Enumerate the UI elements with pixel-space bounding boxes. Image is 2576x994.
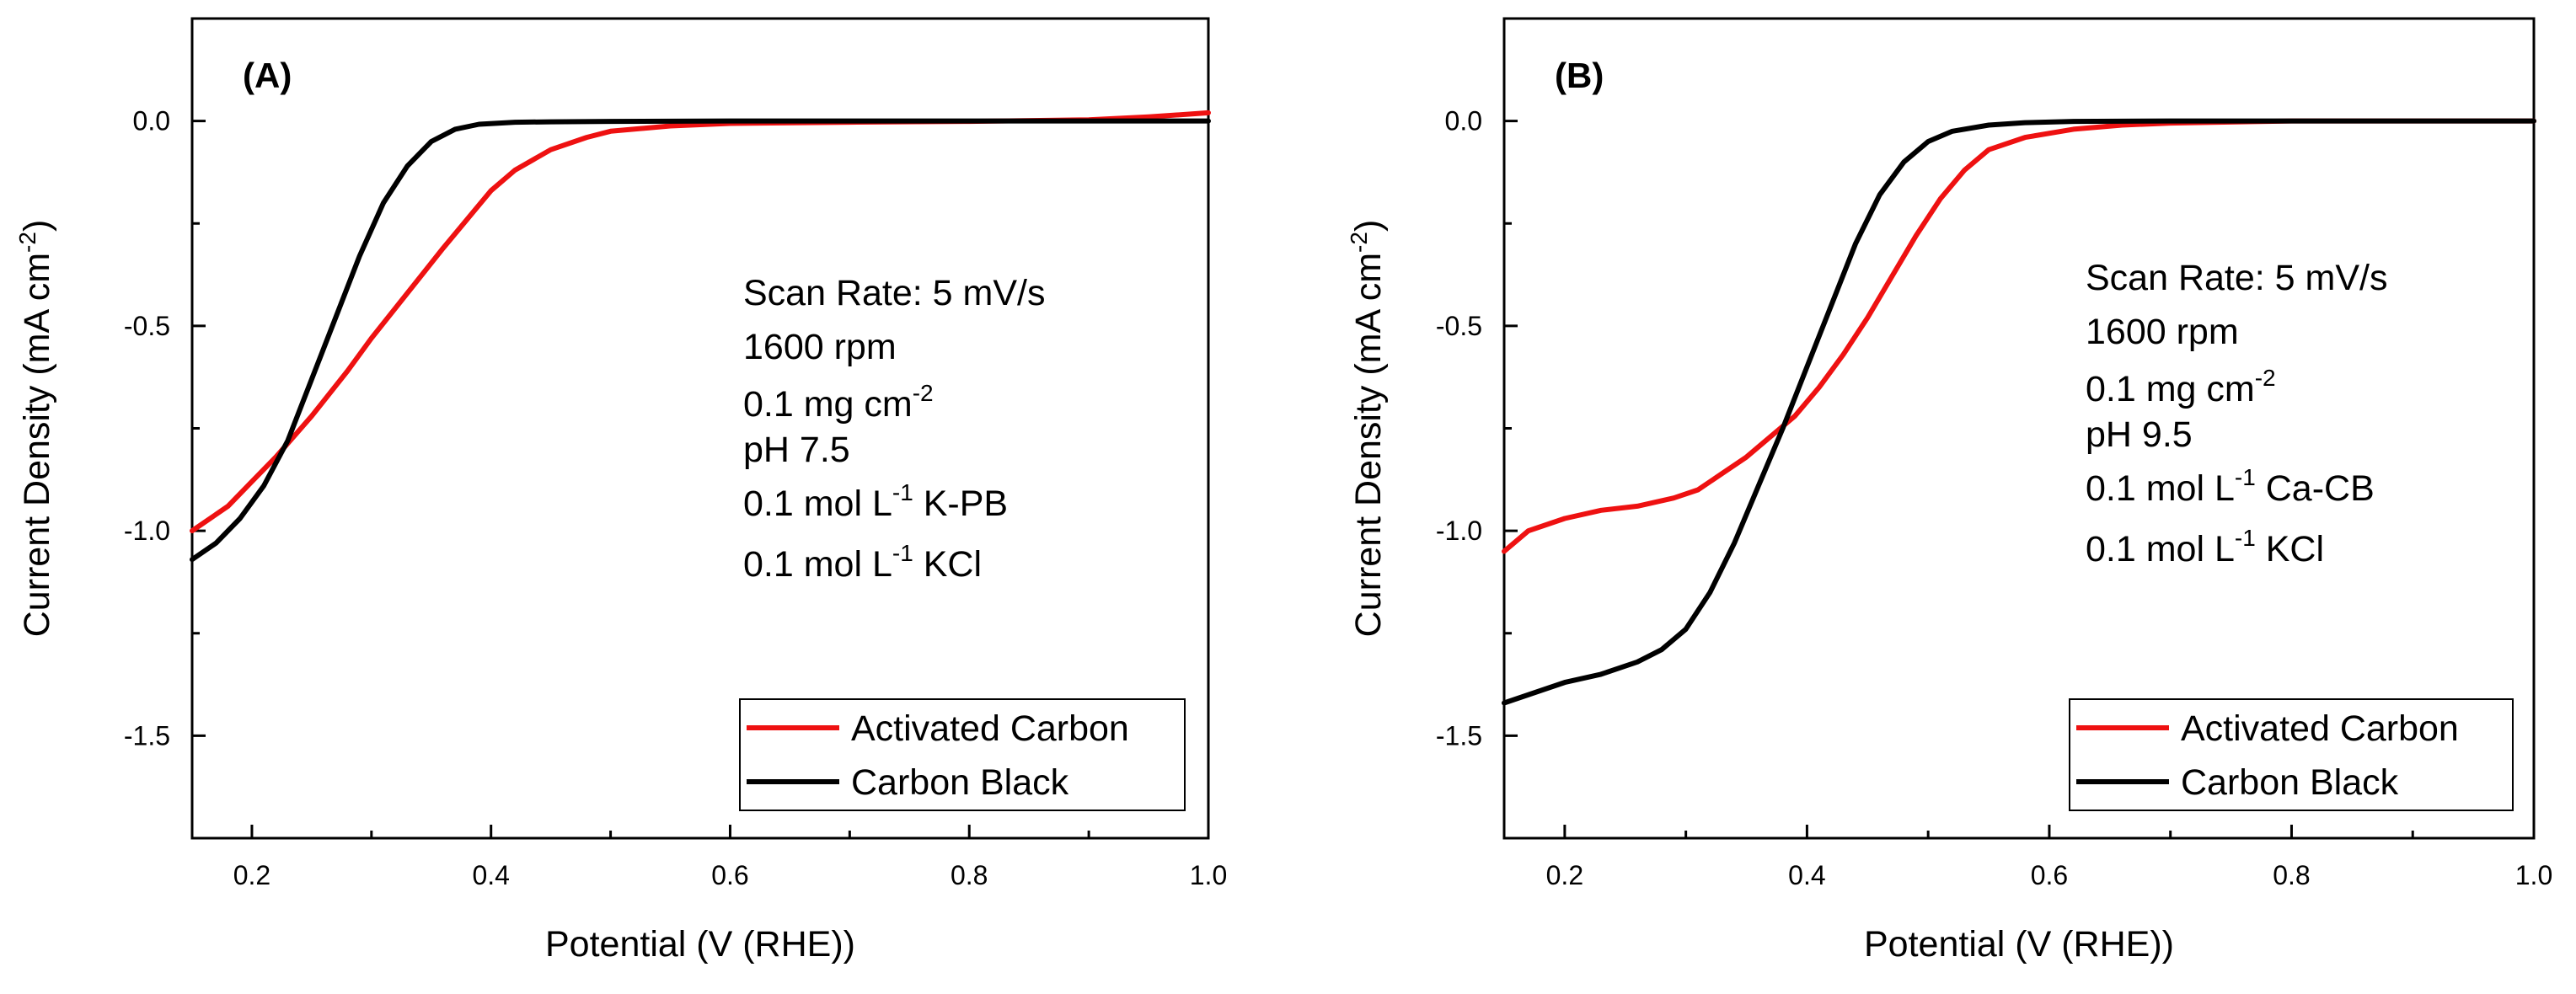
- annotation-text: Scan Rate: 5 mV/s: [2086, 258, 2388, 298]
- y-tick-label: -0.5: [124, 311, 170, 341]
- annotation-text: 0.1 mol L: [743, 484, 892, 524]
- y-axis-title-end: ): [17, 220, 57, 232]
- annotation-line: 0.1 mg cm-2: [743, 380, 934, 425]
- y-tick-label: -1.0: [124, 516, 170, 546]
- annotation-line: 0.1 mol L-1 Ca-CB: [2086, 464, 2375, 509]
- annotation-sup: -1: [892, 540, 913, 566]
- annotation-sup: -1: [2235, 525, 2256, 551]
- annotation-sup: -1: [892, 479, 913, 505]
- annotation-sup: -1: [2235, 464, 2256, 490]
- y-tick-label: -1.5: [124, 720, 170, 751]
- x-tick-label: 0.8: [951, 860, 988, 890]
- annotation-after: KCl: [2256, 529, 2324, 569]
- x-tick-label: 0.2: [1546, 860, 1583, 890]
- x-tick-label: 1.0: [2515, 860, 2552, 890]
- annotation-text: 0.1 mg cm: [743, 384, 913, 425]
- x-tick-label: 0.2: [233, 860, 270, 890]
- annotation-text: Scan Rate: 5 mV/s: [743, 273, 1046, 313]
- panel-label: (A): [243, 56, 292, 95]
- annotation-text: 0.1 mol L: [2086, 529, 2235, 569]
- legend-label-activated-carbon: Activated Carbon: [851, 708, 1129, 749]
- legend-label-carbon-black: Carbon Black: [2181, 762, 2399, 803]
- y-axis-title-main: Current Density (mA cm: [17, 253, 57, 637]
- y-axis-title-end: ): [1348, 220, 1389, 232]
- annotation-text: pH 7.5: [743, 430, 850, 470]
- annotation-text: pH 9.5: [2086, 414, 2193, 455]
- series-line-activated-carbon: [190, 110, 1211, 534]
- legend-box: [2069, 698, 2514, 811]
- x-axis-title: Potential (V (RHE)): [545, 924, 855, 965]
- annotation-line: Scan Rate: 5 mV/s: [743, 273, 1046, 313]
- annotation-line: pH 9.5: [2086, 414, 2193, 455]
- y-axis-title-sup: -2: [1346, 232, 1372, 253]
- x-tick-label: 0.6: [711, 860, 748, 890]
- annotation-after: Ca-CB: [2256, 468, 2375, 509]
- annotation-sup: -2: [2255, 365, 2276, 391]
- y-axis-title-main: Current Density (mA cm: [1348, 253, 1389, 637]
- annotation-text: 1600 rpm: [743, 327, 897, 367]
- x-tick-label: 0.4: [472, 860, 509, 890]
- panel-a: 0.2 0.4 0.6 0.8 1.0 0.0 -0.5 -1.0 -1.5 Potential …: [14, 17, 1227, 965]
- series-line-carbon-black: [190, 118, 1211, 563]
- annotation-line: 0.1 mol L-1 KCl: [2086, 525, 2324, 569]
- legend-label-carbon-black: Carbon Black: [851, 762, 1069, 803]
- annotation-line: 0.1 mol L-1 K-PB: [743, 479, 1008, 524]
- annotation-text: 0.1 mol L: [2086, 468, 2235, 509]
- y-tick-label: 0.0: [1445, 106, 1482, 136]
- legend-label-activated-carbon: Activated Carbon: [2181, 708, 2459, 749]
- x-tick-label: 1.0: [1190, 860, 1227, 890]
- annotation-text: 1600 rpm: [2086, 312, 2239, 352]
- annotation-line: Scan Rate: 5 mV/s: [2086, 258, 2388, 298]
- annotation-line: 0.1 mg cm-2: [2086, 365, 2276, 409]
- annotation-text: 0.1 mg cm: [2086, 369, 2255, 409]
- y-tick-label: -1.5: [1436, 720, 1482, 751]
- panel-label: (B): [1555, 56, 1604, 95]
- y-axis-title-sup: -2: [14, 232, 40, 253]
- x-axis-title: Potential (V (RHE)): [1864, 924, 2174, 965]
- annotation-line: pH 7.5: [743, 430, 850, 470]
- y-axis-title: Current Density (mA cm-2): [14, 220, 57, 638]
- y-tick-label: -1.0: [1436, 516, 1482, 546]
- x-tick-label: 0.8: [2273, 860, 2310, 890]
- series-line-activated-carbon: [1502, 118, 2536, 554]
- annotation-text: 0.1 mol L: [743, 544, 892, 585]
- annotation-after: K-PB: [913, 484, 1008, 524]
- series-line-carbon-black: [1502, 118, 2536, 706]
- y-axis-title: Current Density (mA cm-2): [1346, 220, 1389, 638]
- panel-b: 0.2 0.4 0.6 0.8 1.0 0.0 -0.5 -1.0 -1.5 Potential …: [1346, 17, 2552, 965]
- y-tick-label: 0.0: [133, 106, 170, 136]
- legend-box: [739, 698, 1186, 811]
- annotation-line: 1600 rpm: [743, 327, 897, 367]
- x-tick-label: 0.6: [2031, 860, 2068, 890]
- annotation-sup: -2: [913, 380, 934, 406]
- annotation-line: 0.1 mol L-1 KCl: [743, 540, 982, 585]
- y-tick-label: -0.5: [1436, 311, 1482, 341]
- annotation-after: KCl: [913, 544, 982, 585]
- x-tick-label: 0.4: [1788, 860, 1825, 890]
- annotation-line: 1600 rpm: [2086, 312, 2239, 352]
